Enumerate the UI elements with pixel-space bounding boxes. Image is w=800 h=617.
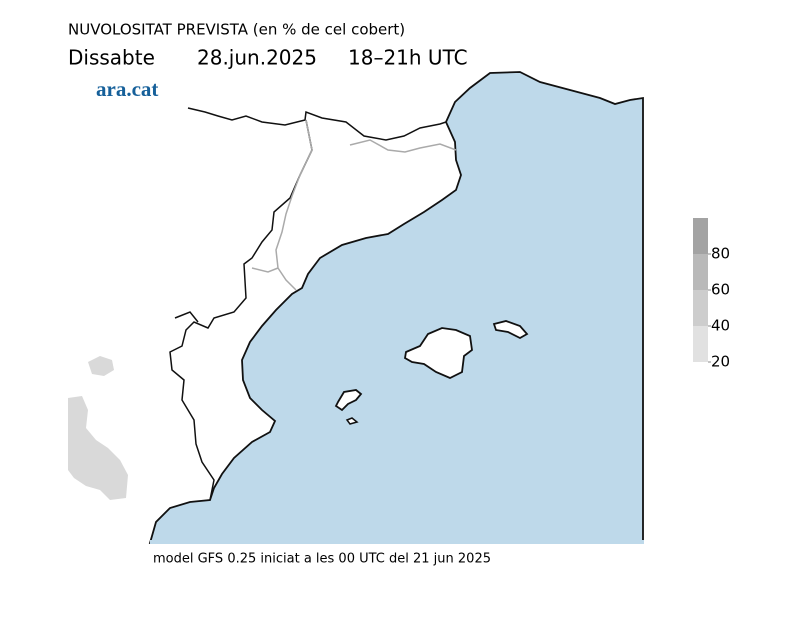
colorbar: 20 40 60 80 <box>693 218 730 371</box>
border-west <box>169 119 313 501</box>
internal-borders <box>251 119 457 291</box>
logo: ara.cat <box>96 77 158 101</box>
sea <box>148 71 644 544</box>
hours: 18–21h UTC <box>348 46 468 70</box>
map <box>68 71 644 544</box>
footer: model GFS 0.25 iniciat a les 00 UTC del … <box>153 552 491 567</box>
color-step <box>693 326 708 362</box>
cloud <box>68 396 128 500</box>
color-step <box>693 290 708 326</box>
cloud <box>88 356 114 376</box>
mallorca <box>404 327 473 379</box>
tick-label: 60 <box>711 281 730 299</box>
sea-edge <box>150 540 644 544</box>
color-step <box>693 218 708 254</box>
day: Dissabte <box>68 46 155 70</box>
tick-label: 20 <box>711 353 730 371</box>
menorca <box>492 320 529 340</box>
color-step <box>693 254 708 290</box>
tick-label: 80 <box>711 245 730 263</box>
title: NUVOLOSITAT PREVISTA (en % de cel cobert… <box>68 21 405 39</box>
date: 28.jun.2025 <box>197 46 317 70</box>
eivissa <box>334 389 363 412</box>
border-france <box>187 107 447 141</box>
formentera <box>345 417 359 425</box>
tick-label: 40 <box>711 317 730 335</box>
border-detail <box>174 311 199 323</box>
